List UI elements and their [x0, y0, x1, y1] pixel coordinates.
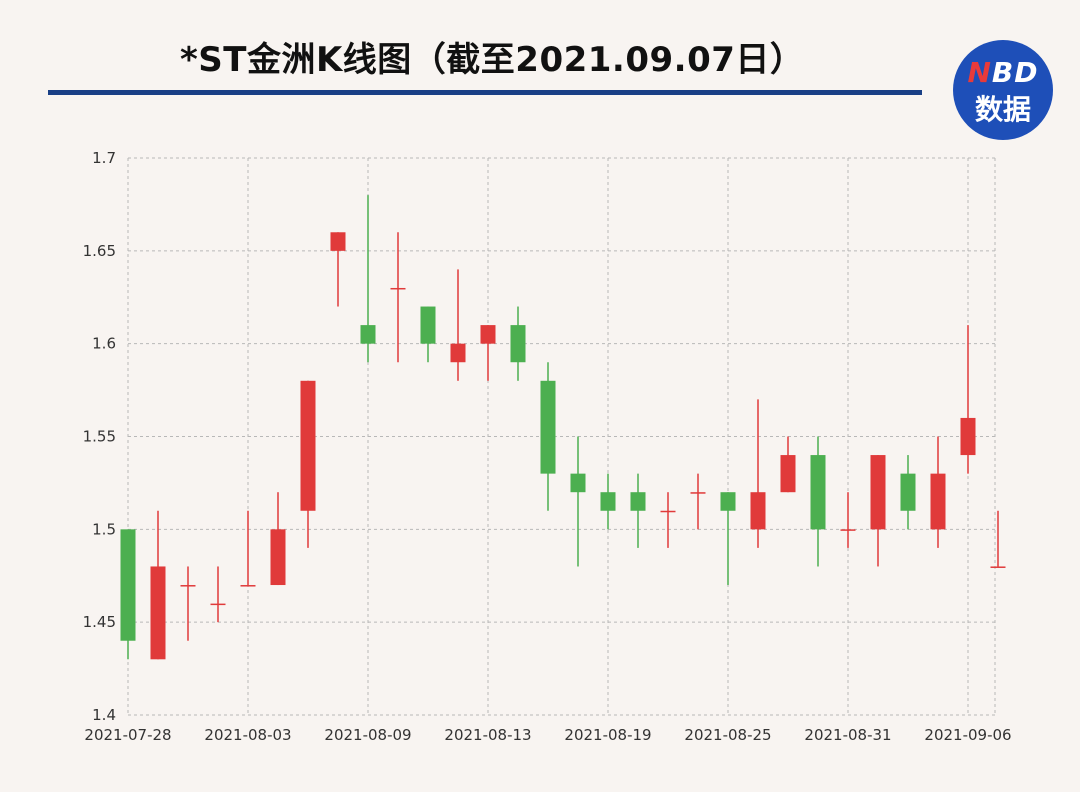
- candle: [810, 436, 826, 567]
- candle: [900, 455, 916, 530]
- x-tick-label: 2021-08-19: [564, 726, 651, 744]
- candle-body: [540, 380, 556, 474]
- x-tick-label: 2021-07-28: [84, 726, 171, 744]
- candle: [240, 510, 256, 587]
- candle-body: [930, 473, 946, 530]
- candle-body: [990, 566, 1006, 568]
- candle-body: [210, 603, 226, 606]
- candle: [210, 566, 226, 623]
- candle-body: [330, 232, 346, 251]
- x-tick-label: 2021-08-31: [804, 726, 891, 744]
- candle: [120, 529, 136, 660]
- candle-body: [870, 455, 886, 530]
- candle: [270, 492, 286, 586]
- y-tick-label: 1.7: [92, 149, 116, 167]
- candle: [150, 510, 166, 660]
- logo-brand: NBD: [967, 56, 1039, 89]
- candle: [570, 436, 586, 567]
- x-tick-label: 2021-09-06: [924, 726, 1011, 744]
- candle-body: [780, 455, 796, 493]
- grid-lines: [127, 157, 996, 716]
- candle: [930, 436, 946, 548]
- candle: [960, 325, 976, 474]
- candle: [420, 306, 436, 363]
- y-tick-label: 1.65: [83, 242, 116, 260]
- candle-body: [900, 473, 916, 511]
- candle: [300, 380, 316, 548]
- x-tick-label: 2021-08-03: [204, 726, 291, 744]
- x-tick-label: 2021-08-25: [684, 726, 771, 744]
- candle-body: [510, 325, 526, 363]
- candle: [330, 232, 346, 307]
- candle-body: [630, 492, 646, 511]
- candle: [360, 195, 376, 363]
- candle: [720, 492, 736, 586]
- y-tick-label: 1.4: [92, 706, 116, 724]
- candle: [840, 492, 856, 548]
- chart-title: *ST金洲K线图（截至2021.09.07日）: [180, 40, 805, 80]
- candle-body: [750, 492, 766, 530]
- candle-body: [690, 492, 706, 494]
- y-tick-label: 1.5: [92, 520, 116, 538]
- candle-body: [300, 380, 316, 511]
- y-tick-label: 1.55: [83, 428, 116, 446]
- candle: [510, 306, 526, 381]
- y-tick-label: 1.45: [83, 613, 116, 631]
- candle: [540, 362, 556, 511]
- candle: [690, 473, 706, 530]
- candle-body: [960, 417, 976, 456]
- candle: [600, 473, 616, 530]
- candle-body: [840, 529, 856, 531]
- candle-body: [390, 287, 406, 290]
- candle-body: [660, 510, 676, 513]
- candle: [870, 455, 886, 567]
- candle-body: [120, 529, 136, 641]
- candle: [660, 492, 676, 548]
- candle: [630, 473, 646, 548]
- candle: [390, 232, 406, 363]
- candle-body: [180, 585, 196, 587]
- candle: [750, 399, 766, 548]
- x-tick-label: 2021-08-09: [324, 726, 411, 744]
- candle-body: [810, 455, 826, 530]
- candle-body: [480, 325, 496, 344]
- title-underline: [48, 90, 922, 95]
- candle-body: [420, 306, 436, 344]
- candle-body: [150, 566, 166, 660]
- candle-body: [240, 585, 256, 587]
- candle: [990, 510, 1006, 568]
- candle-body: [450, 343, 466, 363]
- y-axis-ticks: 1.7 1.65 1.6 1.55 1.5 1.45 1.4: [83, 149, 116, 724]
- candle-body: [570, 473, 586, 493]
- logo-sub: 数据: [974, 93, 1031, 126]
- candle: [780, 436, 796, 493]
- x-axis-ticks: 2021-07-28 2021-08-03 2021-08-09 2021-08-13…: [84, 726, 1011, 744]
- y-tick-label: 1.6: [92, 335, 116, 353]
- candle-body: [270, 529, 286, 586]
- x-tick-label: 2021-08-13: [444, 726, 531, 744]
- candle-body: [720, 492, 736, 511]
- candle-body: [360, 325, 376, 344]
- candles: [120, 195, 1006, 660]
- candle: [480, 325, 496, 381]
- nbd-logo: NBD 数据: [953, 40, 1053, 140]
- candle-body: [600, 492, 616, 511]
- candle: [180, 566, 196, 641]
- candle: [450, 269, 466, 381]
